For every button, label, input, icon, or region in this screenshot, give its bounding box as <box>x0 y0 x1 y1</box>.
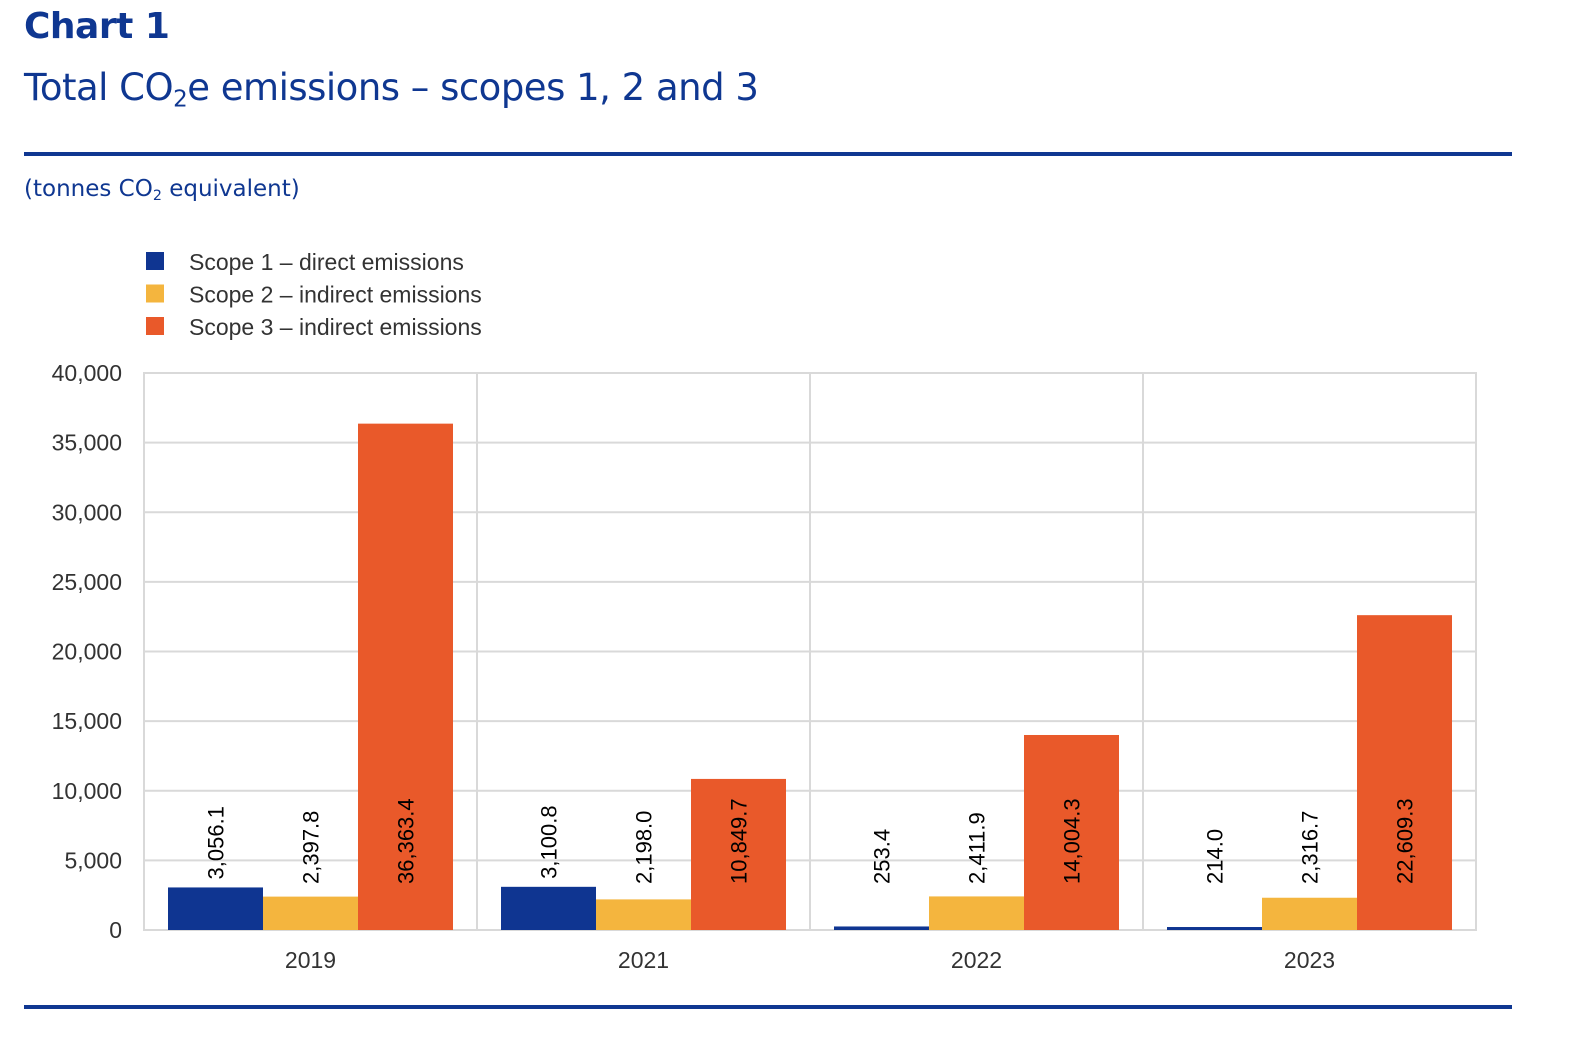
bar-2023-scope-1 <box>1167 927 1262 930</box>
chart-title: Total CO2e emissions – scopes 1, 2 and 3 <box>24 66 759 113</box>
data-label: 36,363.4 <box>394 798 419 884</box>
bar-2021-scope-3 <box>691 778 786 930</box>
data-label: 3,056.1 <box>204 806 229 879</box>
bar-2022-scope-1 <box>834 926 929 930</box>
y-tick-label: 5,000 <box>64 847 122 873</box>
bar-2019-scope-3 <box>358 423 453 930</box>
data-label: 22,609.3 <box>1393 798 1418 884</box>
title-text-rest: e emissions – scopes 1, 2 and 3 <box>187 66 759 109</box>
y-tick-label: 25,000 <box>52 569 122 595</box>
x-tick-label: 2022 <box>951 947 1002 973</box>
bar-2021-scope-1 <box>501 886 596 930</box>
y-tick-label: 35,000 <box>52 430 122 456</box>
legend-label-scope-1: Scope 1 – direct emissions <box>189 249 464 275</box>
data-label: 3,100.8 <box>537 805 562 878</box>
title-subscript: 2 <box>173 86 188 113</box>
data-label: 2,411.9 <box>965 812 990 884</box>
bar-2023-scope-3 <box>1357 615 1452 930</box>
bar-2019-scope-1 <box>168 887 263 930</box>
y-tick-label: 0 <box>109 917 122 943</box>
unit-subscript: 2 <box>152 187 162 204</box>
y-tick-label: 20,000 <box>52 639 122 665</box>
data-label: 214.0 <box>1203 829 1228 884</box>
x-tick-label: 2023 <box>1284 947 1335 973</box>
unit-text-rest: equivalent) <box>161 176 300 202</box>
legend-swatch-scope-3 <box>146 317 164 335</box>
chart-number: Chart 1 <box>24 6 170 47</box>
y-tick-label: 15,000 <box>52 708 122 734</box>
y-tick-label: 10,000 <box>52 778 122 804</box>
legend-swatch-scope-1 <box>146 252 164 270</box>
data-label: 10,849.7 <box>727 798 752 884</box>
legend-swatch-scope-2 <box>146 284 164 303</box>
data-label: 2,316.7 <box>1298 811 1323 884</box>
data-label: 2,397.8 <box>299 811 324 884</box>
title-text: Total CO <box>24 66 174 109</box>
unit-label: (tonnes CO2 equivalent) <box>24 176 300 204</box>
bar-2022-scope-3 <box>1024 734 1119 930</box>
x-tick-label: 2019 <box>285 947 336 973</box>
legend-label-scope-2: Scope 2 – indirect emissions <box>189 282 482 308</box>
unit-text: (tonnes CO <box>24 176 153 202</box>
data-label: 2,198.0 <box>632 811 657 884</box>
bar-2019-scope-2 <box>263 896 358 930</box>
y-tick-label: 30,000 <box>52 499 122 525</box>
bar-2021-scope-2 <box>596 899 691 930</box>
bar-2022-scope-2 <box>929 896 1024 930</box>
data-label: 14,004.3 <box>1060 798 1085 884</box>
legend-label-scope-3: Scope 3 – indirect emissions <box>189 314 482 340</box>
top-divider <box>24 152 1512 156</box>
bottom-divider <box>24 1005 1512 1009</box>
data-label: 253.4 <box>870 829 895 884</box>
bar-chart: 0 5,000 10,000 15,000 20,000 25,000 30,000 35,0… <box>52 249 1477 973</box>
y-tick-label: 40,000 <box>52 360 122 386</box>
bar-2023-scope-2 <box>1262 897 1357 930</box>
x-tick-label: 2021 <box>618 947 669 973</box>
